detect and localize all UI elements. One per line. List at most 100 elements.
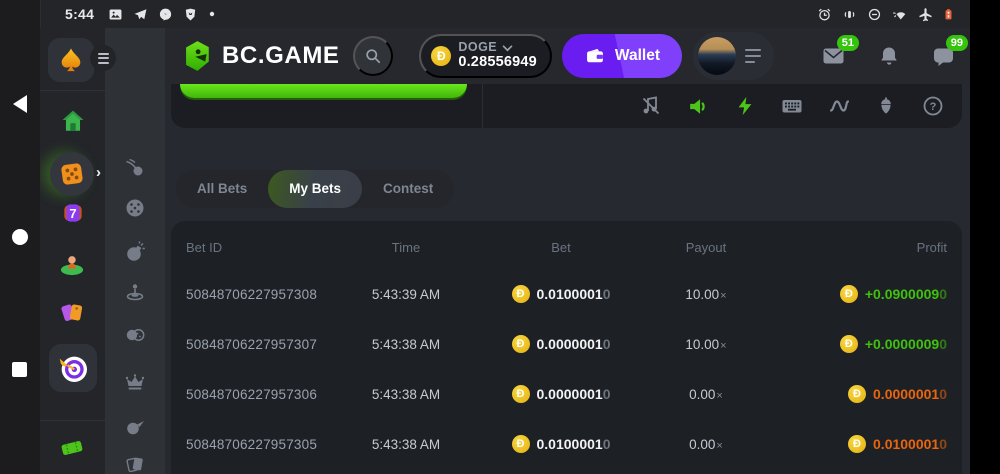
bet-amount: 0.0100001 xyxy=(536,436,603,452)
payout-cell: 0.00× xyxy=(689,437,723,452)
chat-badge: 99 xyxy=(945,35,968,51)
wifi-icon xyxy=(893,11,906,19)
tab-contest[interactable]: Contest xyxy=(362,170,454,208)
android-back-button[interactable] xyxy=(13,95,27,113)
bet-id-cell: 50848706227957307 xyxy=(186,336,318,352)
table-row[interactable]: 50848706227957306 5:43:38 AM Ð 0.0000001… xyxy=(186,369,947,419)
table-row[interactable]: 50848706227957305 5:43:38 AM Ð 0.0100001… xyxy=(186,419,947,469)
profit-amount-trailing: 0 xyxy=(939,286,947,302)
svg-text:7: 7 xyxy=(69,206,76,221)
currency-code: DOGE xyxy=(458,40,498,55)
game-item-mines[interactable] xyxy=(123,240,147,269)
airplane-icon xyxy=(919,7,932,21)
bet-amount: 0.0100001 xyxy=(536,286,603,302)
android-recents-button[interactable] xyxy=(12,362,27,377)
profit-amount: +0.0000009 xyxy=(864,336,940,352)
payout-value: 0.00 xyxy=(689,386,716,402)
game-controls: ? xyxy=(638,84,946,128)
game-item-coinflip[interactable] xyxy=(123,323,147,352)
sidebar-item-live-casino[interactable] xyxy=(58,250,86,283)
currency-selector[interactable]: Ð DOGE 0.28556949 xyxy=(419,34,552,78)
chevron-right-icon[interactable]: › xyxy=(96,164,101,181)
sidebar-item-home[interactable] xyxy=(60,108,86,139)
doge-coin-icon: Ð xyxy=(839,285,858,303)
table-row[interactable]: 50848706227957307 5:43:38 AM Ð 0.0000001… xyxy=(186,319,947,369)
dice-ball-icon xyxy=(126,199,144,217)
table-row[interactable]: 50848706227957308 5:43:39 AM Ð 0.0100001… xyxy=(186,269,947,319)
notification-dot xyxy=(210,11,215,17)
game-item-tail[interactable] xyxy=(123,415,147,444)
sound-on-button[interactable] xyxy=(685,93,711,119)
sidebar-item-promotions[interactable] xyxy=(58,298,86,331)
sidebar-item-slots[interactable]: 7 xyxy=(60,200,86,231)
avatar[interactable] xyxy=(698,37,736,75)
seed-acorn-icon xyxy=(881,97,891,114)
bet-cell: Ð 0.00000010 xyxy=(511,335,610,353)
vibrate-icon xyxy=(844,10,855,18)
hotkeys-button[interactable] xyxy=(779,93,805,119)
game-item-crown[interactable] xyxy=(123,370,147,399)
chat-button[interactable]: 99 xyxy=(931,35,968,68)
bomb-icon xyxy=(127,241,145,261)
search-icon xyxy=(365,49,380,64)
multiplier-sign: × xyxy=(716,439,723,452)
app-header: BC.GAME Ð DOGE 0.28556949 xyxy=(165,28,970,84)
bet-button-bottom[interactable] xyxy=(180,84,467,98)
wallet-button[interactable]: Wallet xyxy=(561,34,682,78)
time-cell: 5:43:38 AM xyxy=(371,436,441,452)
sidebar-collapse-button[interactable] xyxy=(90,45,116,71)
profile-lines-icon xyxy=(745,48,761,64)
sidebar-item-casino-logo[interactable] xyxy=(48,38,94,82)
profile-menu[interactable] xyxy=(693,32,774,80)
promo-tags-icon xyxy=(61,304,83,321)
profit-amount: 0.0100001 xyxy=(873,436,940,452)
payout-cell: 0.00× xyxy=(689,387,723,402)
alarm-icon xyxy=(818,8,831,20)
android-home-button[interactable] xyxy=(12,229,28,245)
search-button[interactable] xyxy=(352,36,393,76)
brave-shield-icon xyxy=(186,8,196,20)
cards-icon xyxy=(126,457,143,473)
gallery-icon xyxy=(109,9,122,19)
tab-my-bets[interactable]: My Bets xyxy=(268,170,363,208)
table-header: Bet ID Time Bet Payout Profit xyxy=(186,225,947,269)
mail-button[interactable]: 51 xyxy=(820,35,859,68)
bet-id-cell: 50848706227957308 xyxy=(186,286,318,302)
doge-coin-icon: Ð xyxy=(511,285,530,303)
time-cell: 5:43:38 AM xyxy=(371,336,441,352)
music-off-button[interactable] xyxy=(638,93,664,119)
messenger-icon xyxy=(160,8,172,21)
col-bet: Bet xyxy=(551,239,571,255)
sidebar-item-casino[interactable] xyxy=(50,152,94,196)
panel-divider xyxy=(482,84,483,128)
bet-cell: Ð 0.01000010 xyxy=(511,285,610,303)
doge-coin-icon: Ð xyxy=(848,385,867,403)
help-button[interactable]: ? xyxy=(920,93,946,119)
svg-text:?: ? xyxy=(930,101,937,113)
profit-cell: Ð 0.00000010 xyxy=(848,385,947,403)
sidebar-item-tasks[interactable] xyxy=(49,344,97,392)
sidebar-item-lottery[interactable] xyxy=(58,434,86,467)
game-item-classic-dice[interactable] xyxy=(123,196,147,225)
sidebar: › 7 xyxy=(40,28,165,474)
crown-icon xyxy=(125,374,145,390)
seeds-button[interactable] xyxy=(873,93,899,119)
bell-icon xyxy=(881,47,897,65)
profit-amount: +0.0900009 xyxy=(864,286,940,302)
telegram-icon xyxy=(134,8,147,19)
currency-balance: 0.28556949 xyxy=(458,53,537,70)
notifications-button[interactable] xyxy=(877,44,901,68)
payout-cell: 10.00× xyxy=(685,287,726,302)
game-item-plinko[interactable] xyxy=(123,280,147,309)
tab-all-bets[interactable]: All Bets xyxy=(176,170,268,208)
col-payout: Payout xyxy=(685,239,727,255)
status-right-icons xyxy=(816,5,955,23)
trends-button[interactable] xyxy=(826,93,852,119)
game-item-crash[interactable] xyxy=(123,156,147,185)
turbo-button[interactable] xyxy=(732,93,758,119)
lightning-icon xyxy=(738,96,752,116)
doge-coin-icon: Ð xyxy=(511,435,530,453)
trends-wave-icon xyxy=(829,100,849,112)
game-item-video-poker[interactable] xyxy=(123,452,147,474)
wallet-label: Wallet xyxy=(614,47,660,64)
